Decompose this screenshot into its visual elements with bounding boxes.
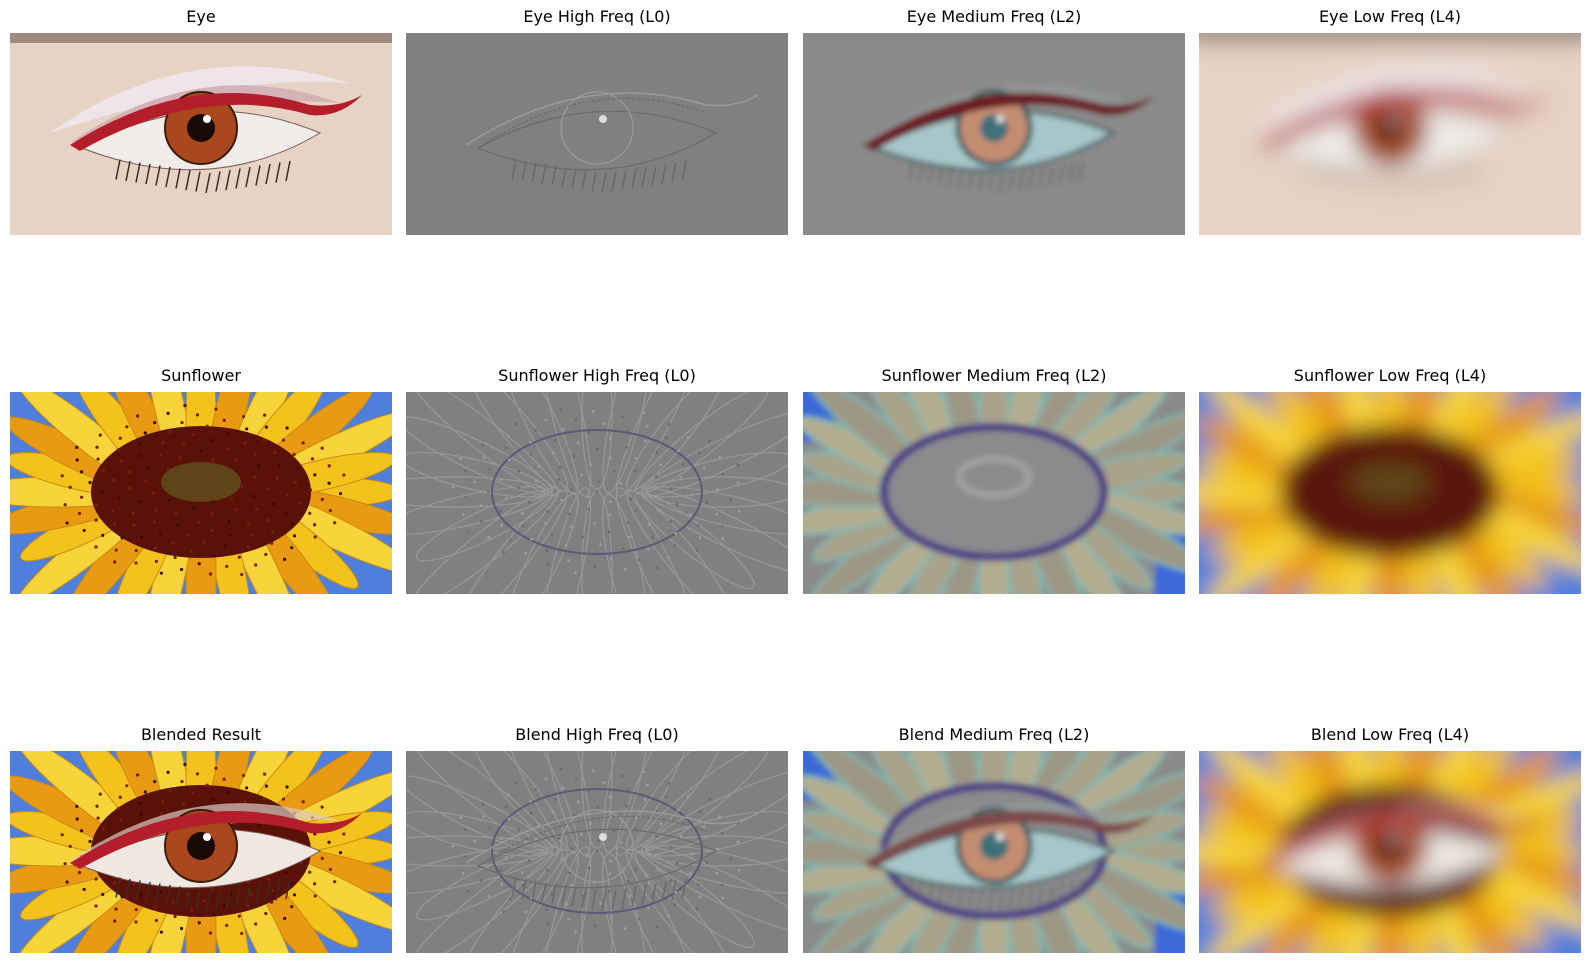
eye-high-freq-image xyxy=(406,33,788,235)
eye-low-freq-image xyxy=(1199,33,1581,235)
panel-sunflower: Sunflower xyxy=(10,366,392,594)
eye-medium-freq-image xyxy=(803,33,1185,235)
panel-blend-medium-freq: Blend Medium Freq (L2) xyxy=(803,725,1185,953)
blend-medium-freq-image xyxy=(803,751,1185,953)
panel-title: Eye xyxy=(186,7,216,26)
panel-sunflower-high-freq: Sunflower High Freq (L0) xyxy=(406,366,788,594)
panel-sunflower-low-freq: Sunflower Low Freq (L4) xyxy=(1199,366,1581,594)
blend-high-freq-image xyxy=(406,751,788,953)
panel-blend-low-freq: Blend Low Freq (L4) xyxy=(1199,725,1581,953)
panel-title: Sunflower Medium Freq (L2) xyxy=(881,366,1107,385)
panel-eye-medium-freq: Eye Medium Freq (L2) xyxy=(803,7,1185,235)
sunflower-high-freq-image xyxy=(406,392,788,594)
panel-title: Eye High Freq (L0) xyxy=(523,7,671,26)
panel-title: Sunflower Low Freq (L4) xyxy=(1293,366,1487,385)
sunflower-low-freq-image xyxy=(1199,392,1581,594)
panel-blended-result: Blended Result xyxy=(10,725,392,953)
sunflower-image xyxy=(10,392,392,594)
panel-title: Blend Low Freq (L4) xyxy=(1310,725,1470,744)
panel-title: Sunflower xyxy=(161,366,241,385)
blend-low-freq-image xyxy=(1199,751,1581,953)
panel-sunflower-medium-freq: Sunflower Medium Freq (L2) xyxy=(803,366,1185,594)
blended-result-image xyxy=(10,751,392,953)
panel-title: Eye Low Freq (L4) xyxy=(1318,7,1462,26)
panel-blend-high-freq: Blend High Freq (L0) xyxy=(406,725,788,953)
panel-title: Eye Medium Freq (L2) xyxy=(906,7,1082,26)
panel-title: Blend High Freq (L0) xyxy=(515,725,679,744)
sunflower-medium-freq-image xyxy=(803,392,1185,594)
panel-eye: Eye xyxy=(10,7,392,235)
panel-title: Sunflower High Freq (L0) xyxy=(498,366,696,385)
eye-image xyxy=(10,33,392,235)
panel-eye-high-freq: Eye High Freq (L0) xyxy=(406,7,788,235)
panel-eye-low-freq: Eye Low Freq (L4) xyxy=(1199,7,1581,235)
panel-title: Blend Medium Freq (L2) xyxy=(898,725,1090,744)
panel-title: Blended Result xyxy=(140,725,262,744)
